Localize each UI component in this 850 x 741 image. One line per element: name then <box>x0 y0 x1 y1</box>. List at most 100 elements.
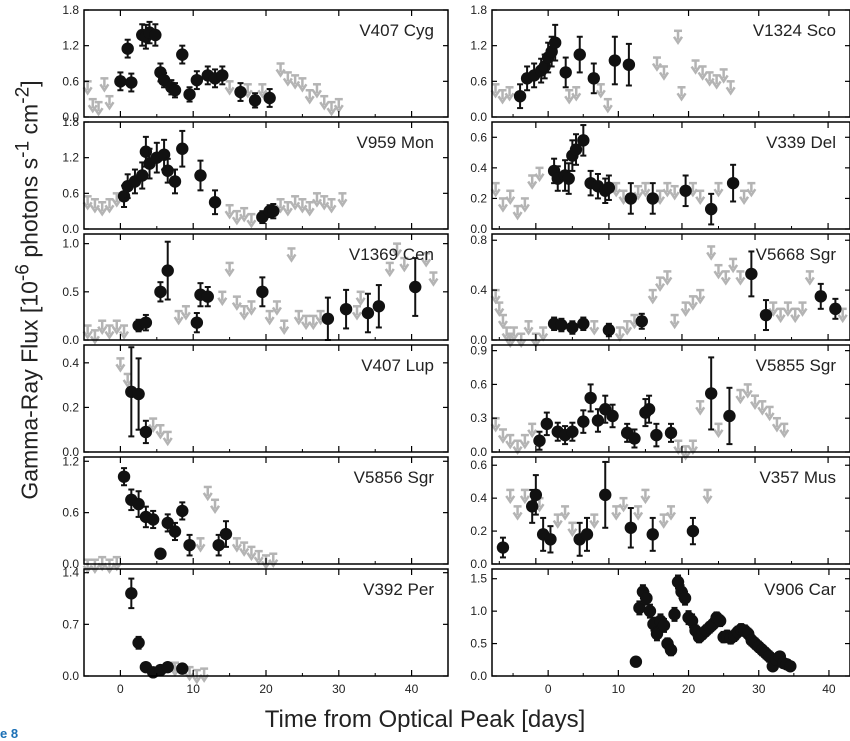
data-marker <box>577 415 589 427</box>
upper-limit-arrow <box>492 418 500 430</box>
data-marker <box>714 615 726 627</box>
upper-limit-arrow <box>634 506 642 518</box>
upper-limit-arrow <box>696 401 704 413</box>
data-marker <box>169 525 181 537</box>
upper-limit-arrow <box>218 292 226 304</box>
data-marker <box>183 539 195 551</box>
panel-title: V1369 Cen <box>349 245 434 264</box>
upper-limit-arrow <box>113 557 121 569</box>
data-marker <box>603 182 615 194</box>
upper-limit-arrow <box>714 265 722 277</box>
data-marker <box>514 90 526 102</box>
upper-limit-arrow <box>623 321 631 333</box>
data-marker <box>149 29 161 41</box>
data-marker <box>581 528 593 540</box>
data-marker <box>169 175 181 187</box>
upper-limit-arrow <box>287 248 295 260</box>
y-tick-label: 0.4 <box>470 283 487 297</box>
panel-8: 0.00.30.60.9V5855 Sgr <box>470 344 850 459</box>
y-tick-label: 0.4 <box>62 356 79 370</box>
data-marker <box>209 196 221 208</box>
panel-4: 0.00.20.40.6 V339 Del <box>470 122 850 236</box>
y-tick-label: 1.2 <box>62 39 79 53</box>
data-marker <box>760 309 772 321</box>
panel-5: 0.00.51.0V1369 Cen <box>62 234 448 347</box>
upper-limit-arrow <box>784 303 792 315</box>
data-point <box>176 46 188 64</box>
upper-limit-arrow <box>320 96 328 108</box>
y-tick-label: 0.5 <box>470 637 487 651</box>
upper-limit-arrow <box>773 418 781 430</box>
data-marker <box>599 489 611 501</box>
data-point <box>647 183 659 214</box>
upper-limit-arrow <box>674 31 682 43</box>
data-point <box>256 277 268 306</box>
y-axis-label-exponent-2: -1 <box>13 141 34 158</box>
y-tick-label: 0.4 <box>470 491 487 505</box>
data-marker <box>162 165 174 177</box>
data-point <box>176 131 188 167</box>
data-point <box>514 84 526 108</box>
data-point <box>154 548 166 560</box>
upper-limit-arrow <box>98 557 106 569</box>
data-marker <box>644 605 656 617</box>
upper-limit-arrow <box>306 90 314 102</box>
data-marker <box>118 470 130 482</box>
upper-limit-arrow <box>620 498 628 510</box>
data-point <box>132 637 144 649</box>
data-point <box>373 285 385 327</box>
upper-limit-arrow <box>182 306 190 318</box>
upper-limit-arrow <box>226 205 234 217</box>
upper-limit-arrow <box>740 191 748 203</box>
data-point <box>183 535 195 556</box>
upper-limit-arrow <box>528 424 536 436</box>
y-axis-label-exponent: -6 <box>13 264 34 281</box>
y-tick-label: 0.6 <box>470 130 487 144</box>
data-marker <box>549 36 561 48</box>
upper-limit-arrow <box>525 321 533 333</box>
data-point <box>599 462 611 528</box>
upper-limit-arrow <box>105 560 113 572</box>
data-point <box>125 74 137 92</box>
upper-limit-arrow <box>597 84 605 96</box>
x-tick-label: 40 <box>822 682 836 696</box>
y-tick-label: 1.0 <box>62 237 79 251</box>
upper-limit-arrow <box>692 61 700 73</box>
data-marker <box>647 192 659 204</box>
y-tick-label: 0.0 <box>470 557 487 571</box>
data-marker <box>263 92 275 104</box>
y-tick-label: 0.9 <box>470 344 487 358</box>
data-marker <box>687 525 699 537</box>
upper-limit-arrow <box>98 321 106 333</box>
data-marker <box>140 316 152 328</box>
y-tick-label: 0.3 <box>470 411 487 425</box>
x-tick-label: 40 <box>405 682 419 696</box>
data-marker <box>533 435 545 447</box>
upper-limit-arrow <box>707 246 715 258</box>
data-point <box>665 644 677 656</box>
data-point <box>125 579 137 609</box>
data-marker <box>340 303 352 315</box>
upper-limit-arrow <box>714 183 722 195</box>
upper-limit-arrow <box>649 290 657 302</box>
panel-title: V1324 Sco <box>753 21 836 40</box>
data-marker <box>176 505 188 517</box>
data-point <box>630 656 642 668</box>
data-marker <box>220 528 232 540</box>
panel-6: 0.00.40.8V5668 Sgr <box>470 233 850 347</box>
x-tick-label: 0 <box>545 682 552 696</box>
data-point <box>727 165 739 202</box>
data-point <box>644 605 656 618</box>
data-marker <box>574 48 586 60</box>
data-point <box>209 190 221 214</box>
data-marker <box>234 86 246 98</box>
data-marker <box>154 286 166 298</box>
data-marker <box>249 94 261 106</box>
data-marker <box>665 427 677 439</box>
panel-title: V407 Cyg <box>359 21 434 40</box>
data-marker <box>162 264 174 276</box>
panel-title: V392 Per <box>363 580 434 599</box>
y-tick-label: 1.2 <box>62 454 79 468</box>
upper-limit-arrow <box>568 523 576 535</box>
upper-limit-arrow <box>744 384 752 396</box>
